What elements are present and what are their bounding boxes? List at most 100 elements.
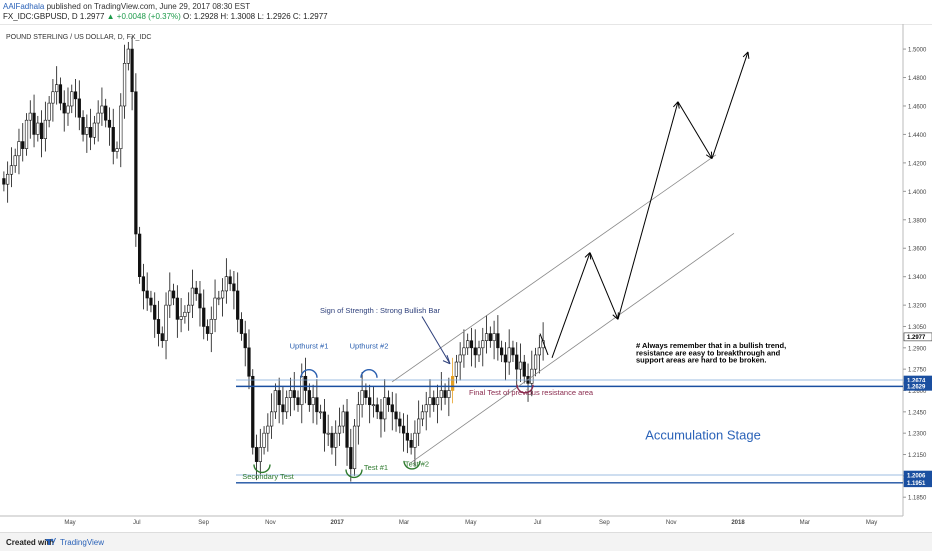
x-tick-label: Sep xyxy=(198,520,209,526)
tradingview-brand[interactable]: TradingView xyxy=(60,538,105,547)
candle-body xyxy=(9,165,14,175)
price-marker-box xyxy=(903,332,932,342)
candle-body xyxy=(454,361,459,377)
candle-body xyxy=(36,122,40,135)
price-marker-label: 1.2674 xyxy=(907,378,926,384)
annotation-text: Test #2 xyxy=(405,459,429,468)
candle-body xyxy=(503,354,508,363)
candle-body xyxy=(81,117,85,135)
candle-body xyxy=(300,375,304,406)
ohlc-values: O: 1.2928 H: 1.3008 L: 1.2926 C: 1.2977 xyxy=(183,12,328,21)
candle-body xyxy=(515,354,519,370)
channel-upper-line xyxy=(391,154,717,383)
candle-body xyxy=(70,91,74,107)
candle-body xyxy=(401,425,406,434)
candle-body xyxy=(292,390,296,398)
upthrust-1-arc xyxy=(300,369,318,378)
projection-segment xyxy=(677,101,713,159)
chart-panel[interactable]: POUND STERLING / US DOLLAR, D, FX_IDC 1.… xyxy=(0,24,932,532)
candle-body xyxy=(258,447,262,462)
y-tick-label: 1.2750 xyxy=(908,368,927,374)
candle-body xyxy=(107,119,112,128)
candle-body xyxy=(443,390,447,398)
candle-body xyxy=(85,127,89,135)
y-tick-label: 1.3200 xyxy=(908,304,927,310)
projection-lead-in xyxy=(539,333,549,356)
candle-body xyxy=(179,316,183,320)
candle-body xyxy=(417,418,421,434)
candle-body xyxy=(175,297,179,320)
candle-body xyxy=(537,347,541,356)
test-2-arc xyxy=(403,460,421,470)
candle-body xyxy=(533,354,538,370)
candle-body xyxy=(447,390,451,398)
candle-body xyxy=(428,397,432,406)
candle-body xyxy=(469,340,474,349)
candle-body xyxy=(202,307,206,327)
candle-body xyxy=(17,141,21,157)
candle-body xyxy=(326,432,330,435)
annotation-text: Sign of Strength : Strong Bullish Bar xyxy=(320,306,441,315)
candle-body xyxy=(96,112,100,124)
annotation-text: Accumulation Stage xyxy=(645,427,761,442)
projection-segment xyxy=(551,252,591,358)
chart-title: POUND STERLING / US DOLLAR, D, FX_IDC xyxy=(6,34,151,41)
candle-body xyxy=(156,319,161,334)
x-tick-label: Nov xyxy=(265,520,276,526)
x-tick-label: Nov xyxy=(666,520,677,526)
sos-pointer-arrowhead xyxy=(442,355,451,365)
candle-body xyxy=(507,347,511,363)
annotation-text: support areas are hard to be broken. xyxy=(636,355,766,364)
y-tick-label: 1.3400 xyxy=(908,275,927,281)
price-change: ▲ +0.0048 (+0.37%) xyxy=(106,12,181,21)
y-tick-label: 1.2900 xyxy=(908,346,927,352)
candle-body xyxy=(360,390,364,406)
candle-body xyxy=(171,290,176,299)
candle-body xyxy=(119,105,123,149)
final-test-arc xyxy=(516,384,534,394)
candle-body xyxy=(236,290,240,320)
candle-body xyxy=(432,397,436,406)
author-link[interactable]: AAlFadhala xyxy=(3,2,45,11)
price-marker-label: 1.2629 xyxy=(907,385,926,391)
candle-body xyxy=(24,119,29,149)
candle-body xyxy=(149,297,153,306)
candle-body xyxy=(307,390,311,406)
candle-body xyxy=(319,411,323,414)
candle-body xyxy=(130,48,134,93)
y-tick-label: 1.3050 xyxy=(908,325,927,331)
channel-lower-line xyxy=(409,232,735,464)
candle-body xyxy=(198,293,202,309)
candle-body xyxy=(285,397,289,413)
price-marker-box xyxy=(903,478,932,488)
candle-body xyxy=(462,347,466,356)
price-chart[interactable]: POUND STERLING / US DOLLAR, D, FX_IDC 1.… xyxy=(0,24,932,532)
candle-body xyxy=(484,333,489,342)
y-tick-label: 1.4000 xyxy=(908,190,927,196)
y-tick-label: 1.2450 xyxy=(908,410,927,416)
created-with-text: Created with xyxy=(6,538,55,547)
projection-segment xyxy=(589,252,619,320)
candle-body xyxy=(330,432,334,448)
candle-body xyxy=(47,102,51,121)
candle-body xyxy=(379,411,383,420)
candle-body xyxy=(269,411,274,427)
candle-body xyxy=(349,447,353,470)
published-text: published on TradingView.com, June 29, 2… xyxy=(46,2,251,11)
candle-body xyxy=(92,122,97,138)
candle-body xyxy=(296,397,300,406)
candle-body xyxy=(375,404,379,413)
candle-body xyxy=(394,411,398,420)
candle-body xyxy=(424,404,428,413)
candle-body xyxy=(458,354,462,363)
x-tick-label: May xyxy=(64,520,75,526)
candle-body xyxy=(32,112,36,135)
annotation-text: Final Test of previous resistance area xyxy=(469,388,594,397)
candle-body xyxy=(134,91,138,235)
x-axis: May Jul Sep Nov 2017 Mar May Jul Sep Nov 2018 Mar Ma… xyxy=(64,520,877,526)
candle-body xyxy=(420,411,425,420)
y-tick-label: 1.1850 xyxy=(908,496,927,502)
candle-body xyxy=(466,340,470,349)
candle-body xyxy=(224,276,228,292)
